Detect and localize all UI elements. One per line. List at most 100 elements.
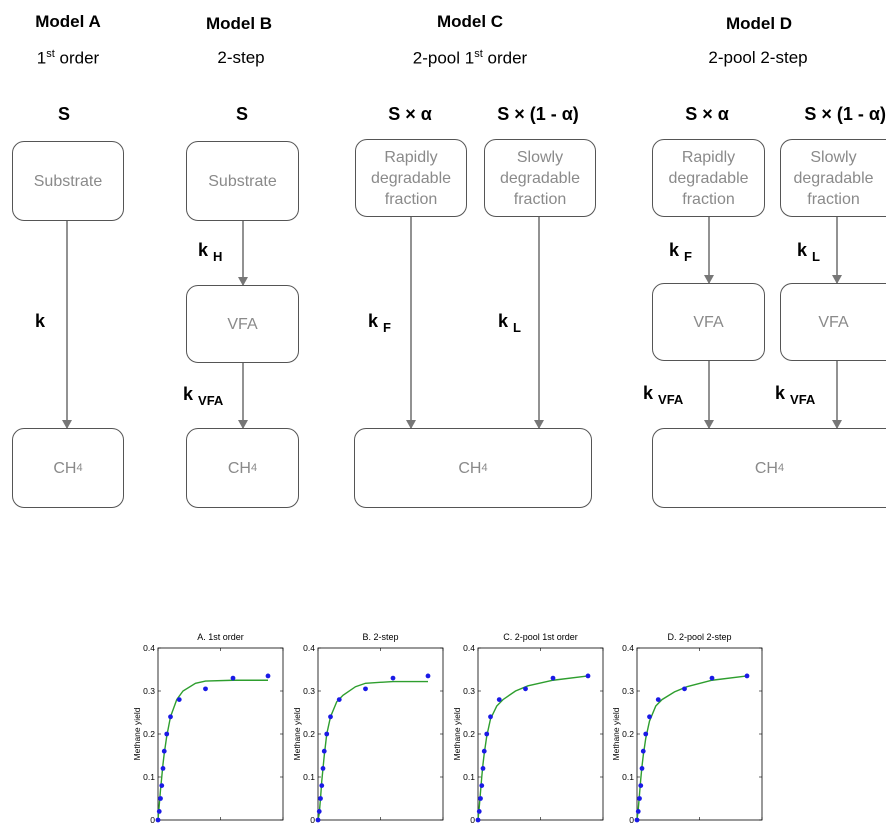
data-point bbox=[484, 731, 490, 737]
chart-title: D. 2-pool 2-step bbox=[667, 632, 731, 642]
y-axis-label: Methane yield bbox=[292, 707, 302, 760]
y-tick-label: 0.4 bbox=[143, 643, 155, 653]
x-tick-label: 0 bbox=[635, 822, 640, 823]
fit-line bbox=[157, 679, 268, 821]
data-point bbox=[161, 748, 167, 754]
y-axis-label: Methane yield bbox=[611, 707, 621, 760]
y-axis-label: Methane yield bbox=[132, 707, 142, 760]
data-point bbox=[647, 714, 652, 720]
y-tick-label: 0.1 bbox=[622, 772, 634, 782]
model-c-rapid-box: Rapidly degradable fraction bbox=[355, 139, 467, 217]
x-tick-label: 0 bbox=[156, 822, 161, 823]
chart-title: A. 1st order bbox=[197, 632, 244, 642]
data-point bbox=[160, 766, 166, 771]
y-tick-label: 0.1 bbox=[463, 772, 475, 782]
model-d-slow-box: Slowly degradable fraction bbox=[780, 139, 886, 217]
data-point bbox=[363, 686, 368, 692]
x-tick-label: 0 bbox=[316, 822, 321, 823]
plot-frame bbox=[157, 647, 284, 821]
model-c-subtitle: 2-pool 1st order bbox=[412, 48, 528, 68]
model-a-substrate-box: Substrate bbox=[12, 141, 124, 221]
y-tick-label: 0 bbox=[470, 815, 475, 823]
chart-a: A. 1st order00.10.20.30.4050100TimeMetha… bbox=[132, 632, 290, 823]
data-point bbox=[164, 731, 170, 737]
data-point bbox=[635, 809, 641, 814]
y-axis-label: Methane yield bbox=[452, 707, 462, 760]
model-d-ch4-box: CH 4 bbox=[652, 428, 886, 508]
y-tick-label: 0.4 bbox=[622, 643, 634, 653]
data-point bbox=[496, 697, 502, 702]
data-point bbox=[324, 731, 330, 737]
data-point bbox=[550, 675, 556, 681]
model-a-ch4-box: CH 4 bbox=[12, 428, 124, 508]
model-c-rate-l: k L bbox=[498, 311, 521, 335]
data-point bbox=[479, 783, 485, 788]
data-point bbox=[634, 817, 640, 823]
fit-line bbox=[636, 675, 748, 821]
x-tick-label: 100 bbox=[596, 822, 610, 823]
x-tick-label: 100 bbox=[755, 822, 769, 823]
chart-c: C. 2-pool 1st order00.10.20.30.4050100Ti… bbox=[452, 632, 610, 823]
model-d-input-rapid: S × α bbox=[685, 104, 729, 124]
y-tick-label: 0 bbox=[150, 815, 155, 823]
model-d-rapid-box: Rapidly degradable fraction bbox=[652, 139, 765, 217]
data-point bbox=[637, 796, 642, 801]
data-point bbox=[476, 809, 482, 814]
model-d-vfa-box-1: VFA bbox=[652, 283, 765, 361]
x-tick-label: 50 bbox=[216, 822, 226, 823]
fit-line bbox=[477, 675, 589, 821]
data-point bbox=[265, 673, 271, 679]
model-b-ch4-box: CH 4 bbox=[186, 428, 299, 508]
data-point bbox=[155, 817, 161, 823]
plot-frame bbox=[477, 647, 604, 821]
data-point bbox=[640, 748, 646, 754]
flow-arrows bbox=[62, 217, 842, 429]
data-point bbox=[176, 697, 182, 702]
data-point bbox=[156, 809, 162, 814]
data-point bbox=[709, 675, 715, 681]
model-a-rate: k bbox=[35, 311, 46, 331]
plot-frame bbox=[636, 647, 763, 821]
model-a-subtitle: 1st order bbox=[36, 48, 100, 68]
y-tick-label: 0.4 bbox=[303, 643, 315, 653]
model-c-input-rapid: S × α bbox=[388, 104, 432, 124]
x-tick-label: 50 bbox=[376, 822, 386, 823]
model-b-rate-vfa: k VFA bbox=[183, 384, 224, 408]
model-c-input-slow: S × (1 - α) bbox=[497, 104, 579, 124]
x-tick-label: 0 bbox=[476, 822, 481, 823]
y-tick-label: 0 bbox=[629, 815, 634, 823]
chart-title: C. 2-pool 1st order bbox=[503, 632, 578, 642]
data-point bbox=[318, 796, 323, 801]
x-tick-label: 100 bbox=[436, 822, 450, 823]
y-tick-label: 0.4 bbox=[463, 643, 475, 653]
data-point bbox=[168, 714, 173, 720]
data-point bbox=[682, 686, 687, 692]
y-tick-label: 0.3 bbox=[143, 686, 155, 696]
y-tick-label: 0.1 bbox=[143, 772, 155, 782]
model-d-vfa-box-2: VFA bbox=[780, 283, 886, 361]
data-point bbox=[481, 748, 487, 754]
data-point bbox=[315, 817, 321, 823]
model-d-input-slow: S × (1 - α) bbox=[804, 104, 886, 124]
plot-frame bbox=[317, 647, 444, 821]
model-d-rate-f: k F bbox=[669, 240, 692, 264]
model-c-rate-f: k F bbox=[368, 311, 391, 335]
data-point bbox=[316, 809, 322, 814]
data-point bbox=[390, 675, 396, 681]
data-point bbox=[159, 783, 165, 788]
data-point bbox=[328, 714, 333, 720]
x-tick-label: 100 bbox=[276, 822, 290, 823]
data-point bbox=[744, 673, 750, 679]
data-point bbox=[643, 731, 649, 737]
y-tick-label: 0.3 bbox=[463, 686, 475, 696]
data-point bbox=[425, 673, 431, 679]
data-point bbox=[230, 675, 236, 681]
data-point bbox=[475, 817, 481, 823]
chart-b: B. 2-step00.10.20.30.4050100TimeMethane … bbox=[292, 632, 450, 823]
model-b-subtitle: 2-step bbox=[217, 48, 265, 67]
data-point bbox=[336, 697, 342, 702]
y-tick-label: 0.3 bbox=[303, 686, 315, 696]
chart-title: B. 2-step bbox=[362, 632, 398, 642]
model-a-title: Model A bbox=[35, 12, 101, 31]
data-point bbox=[655, 697, 661, 702]
